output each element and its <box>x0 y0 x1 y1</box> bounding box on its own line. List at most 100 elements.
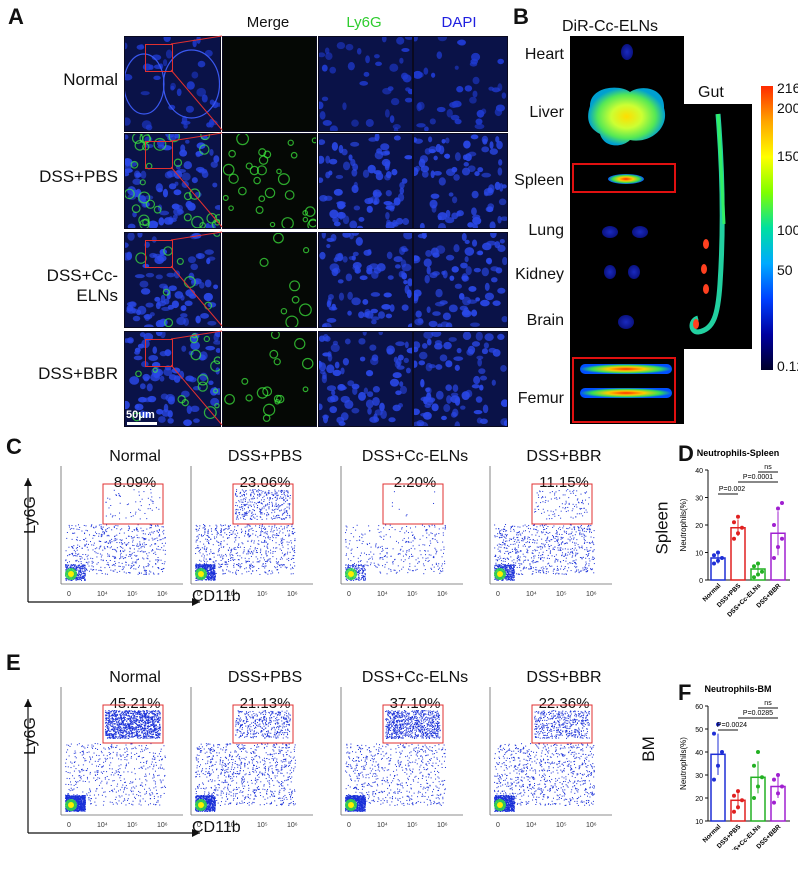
flow-event <box>378 565 379 566</box>
flow-event <box>572 563 573 564</box>
flow-event <box>248 507 249 508</box>
organ-label-heart: Heart <box>492 46 564 64</box>
flow-event <box>294 565 295 566</box>
flow-event <box>444 549 445 550</box>
flow-event <box>291 546 292 547</box>
flow-event <box>516 552 517 553</box>
flow-event <box>234 526 235 527</box>
flow-event <box>583 537 584 538</box>
flow-event <box>499 564 500 565</box>
flow-event <box>379 532 380 533</box>
flow-event <box>387 573 388 574</box>
flow-event <box>398 565 399 566</box>
flow-event <box>534 509 535 510</box>
flow-event <box>284 512 285 513</box>
flow-event <box>270 498 271 499</box>
flow-event <box>266 495 267 496</box>
flow-event <box>275 493 276 494</box>
flow-event <box>260 513 261 514</box>
flow-event <box>265 563 266 564</box>
flow-event <box>499 544 500 545</box>
zoom-connector-lines <box>0 0 520 430</box>
flow-event <box>272 506 273 507</box>
flow-event <box>273 547 274 548</box>
flow-event <box>240 547 241 548</box>
flow-event <box>518 552 519 553</box>
flow-event <box>264 499 265 500</box>
flow-event <box>572 552 573 553</box>
flow-event <box>581 494 582 495</box>
flow-event <box>513 544 514 545</box>
flow-event <box>540 546 541 547</box>
flow-event <box>237 552 238 553</box>
flow-event <box>523 568 524 569</box>
flow-event <box>256 556 257 557</box>
flow-event <box>355 530 356 531</box>
flow-event <box>284 494 285 495</box>
flow-event <box>278 495 279 496</box>
flow-event <box>430 532 431 533</box>
flow-event <box>282 553 283 554</box>
flow-event <box>529 537 530 538</box>
flow-event <box>370 551 371 552</box>
flow-event <box>220 566 221 567</box>
flow-event <box>589 497 590 498</box>
flow-event <box>510 544 511 545</box>
organ-label-spleen: Spleen <box>492 172 564 190</box>
flow-event <box>244 505 245 506</box>
flow-event <box>578 530 579 531</box>
flow-event <box>267 534 268 535</box>
flow-event <box>266 565 267 566</box>
flow-event <box>545 534 546 535</box>
flow-event <box>244 568 245 569</box>
flow-event <box>572 491 573 492</box>
flow-event <box>283 564 284 565</box>
flow-event <box>256 531 257 532</box>
flow-event <box>557 559 558 560</box>
flow-event <box>246 562 247 563</box>
flow-event <box>552 535 553 536</box>
flow-event <box>505 567 506 568</box>
flow-event <box>540 558 541 559</box>
flow-event <box>248 541 249 542</box>
flow-event <box>565 504 566 505</box>
flow-event <box>293 573 294 574</box>
flow-event <box>411 542 412 543</box>
flow-event <box>251 506 252 507</box>
flow-event <box>346 526 347 527</box>
flow-event <box>233 567 234 568</box>
flow-event <box>233 531 234 532</box>
flow-event <box>223 530 224 531</box>
flow-event <box>346 555 347 556</box>
flow-event <box>290 495 291 496</box>
flow-event <box>539 491 540 492</box>
flow-event <box>528 525 529 526</box>
flow-event <box>574 528 575 529</box>
flow-event <box>575 495 576 496</box>
flow-event <box>572 510 573 511</box>
flow-event <box>277 517 278 518</box>
flow-event <box>361 573 362 574</box>
flow-event <box>383 536 384 537</box>
kidney-signal <box>628 265 640 279</box>
flow-event <box>270 553 271 554</box>
flow-event <box>442 568 443 569</box>
flow-event <box>442 570 443 571</box>
flow-event <box>424 550 425 551</box>
flow-event <box>280 559 281 560</box>
flow-event <box>246 511 247 512</box>
flow-event <box>565 508 566 509</box>
flow-event <box>277 530 278 531</box>
flow-event <box>288 560 289 561</box>
flow-event <box>576 550 577 551</box>
flow-event <box>579 532 580 533</box>
flow-event <box>575 516 576 517</box>
flow-event <box>537 540 538 541</box>
flow-event <box>533 525 534 526</box>
flow-event <box>284 527 285 528</box>
flow-event <box>587 549 588 550</box>
flow-event <box>507 545 508 546</box>
flow-event <box>286 527 287 528</box>
